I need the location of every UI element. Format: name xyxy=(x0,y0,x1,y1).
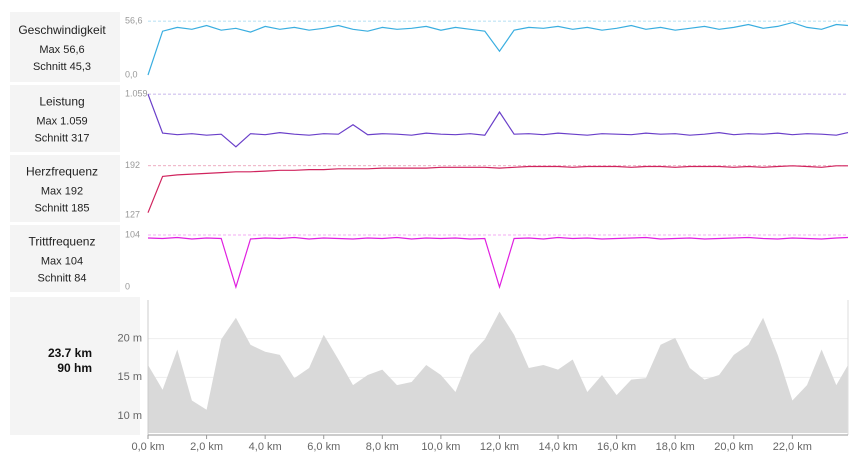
x-tick-label: 12,0 km xyxy=(480,441,519,453)
label-box xyxy=(10,85,120,152)
metric-title: Trittfrequenz xyxy=(29,235,96,249)
metric-line xyxy=(147,93,849,148)
x-tick-label: 2,0 km xyxy=(190,441,223,453)
summary-elevation: 90 hm xyxy=(57,361,92,375)
metric-stat: Schnitt 84 xyxy=(38,272,87,284)
metric-title: Geschwindigkeit xyxy=(18,23,106,37)
x-tick-label: 0,0 km xyxy=(131,441,164,453)
summary-distance: 23.7 km xyxy=(48,346,92,360)
elevation-area xyxy=(148,311,848,433)
y-tick-label: 192 xyxy=(125,160,140,170)
summary-box xyxy=(10,297,140,435)
y-tick-label: 104 xyxy=(125,229,140,239)
y-tick-label: 0,0 xyxy=(125,69,138,79)
x-tick-label: 16,0 km xyxy=(597,441,636,453)
x-tick-label: 18,0 km xyxy=(656,441,695,453)
metric-stat: Max 104 xyxy=(41,255,83,267)
metric-stat: Schnitt 185 xyxy=(34,202,89,214)
y-tick-label: 1.059 xyxy=(125,89,148,99)
y-tick-label: 127 xyxy=(125,209,140,219)
x-tick-label: 22,0 km xyxy=(773,441,812,453)
x-tick-label: 6,0 km xyxy=(307,441,340,453)
metric-stat: Max 192 xyxy=(41,185,83,197)
y-tick-label: 0 xyxy=(125,281,130,291)
y-tick-label: 10 m xyxy=(118,410,142,422)
metric-stat: Schnitt 45,3 xyxy=(33,61,91,73)
metric-stat: Schnitt 317 xyxy=(34,132,89,144)
metric-line xyxy=(147,21,849,76)
metric-line xyxy=(147,236,849,290)
label-box xyxy=(10,225,120,292)
x-tick-label: 8,0 km xyxy=(366,441,399,453)
label-box xyxy=(10,12,120,82)
x-tick-label: 20,0 km xyxy=(714,441,753,453)
metric-title: Herzfrequenz xyxy=(26,165,98,179)
label-box xyxy=(10,155,120,222)
metric-stat: Max 1.059 xyxy=(36,115,87,127)
y-tick-label: 56,6 xyxy=(125,15,143,25)
metric-stat: Max 56,6 xyxy=(39,44,84,56)
x-tick-label: 4,0 km xyxy=(249,441,282,453)
y-tick-label: 20 m xyxy=(118,333,142,345)
x-tick-label: 10,0 km xyxy=(421,441,460,453)
metric-line xyxy=(147,165,848,213)
x-tick-label: 14,0 km xyxy=(538,441,577,453)
y-tick-label: 15 m xyxy=(118,371,142,383)
metric-title: Leistung xyxy=(39,95,84,109)
